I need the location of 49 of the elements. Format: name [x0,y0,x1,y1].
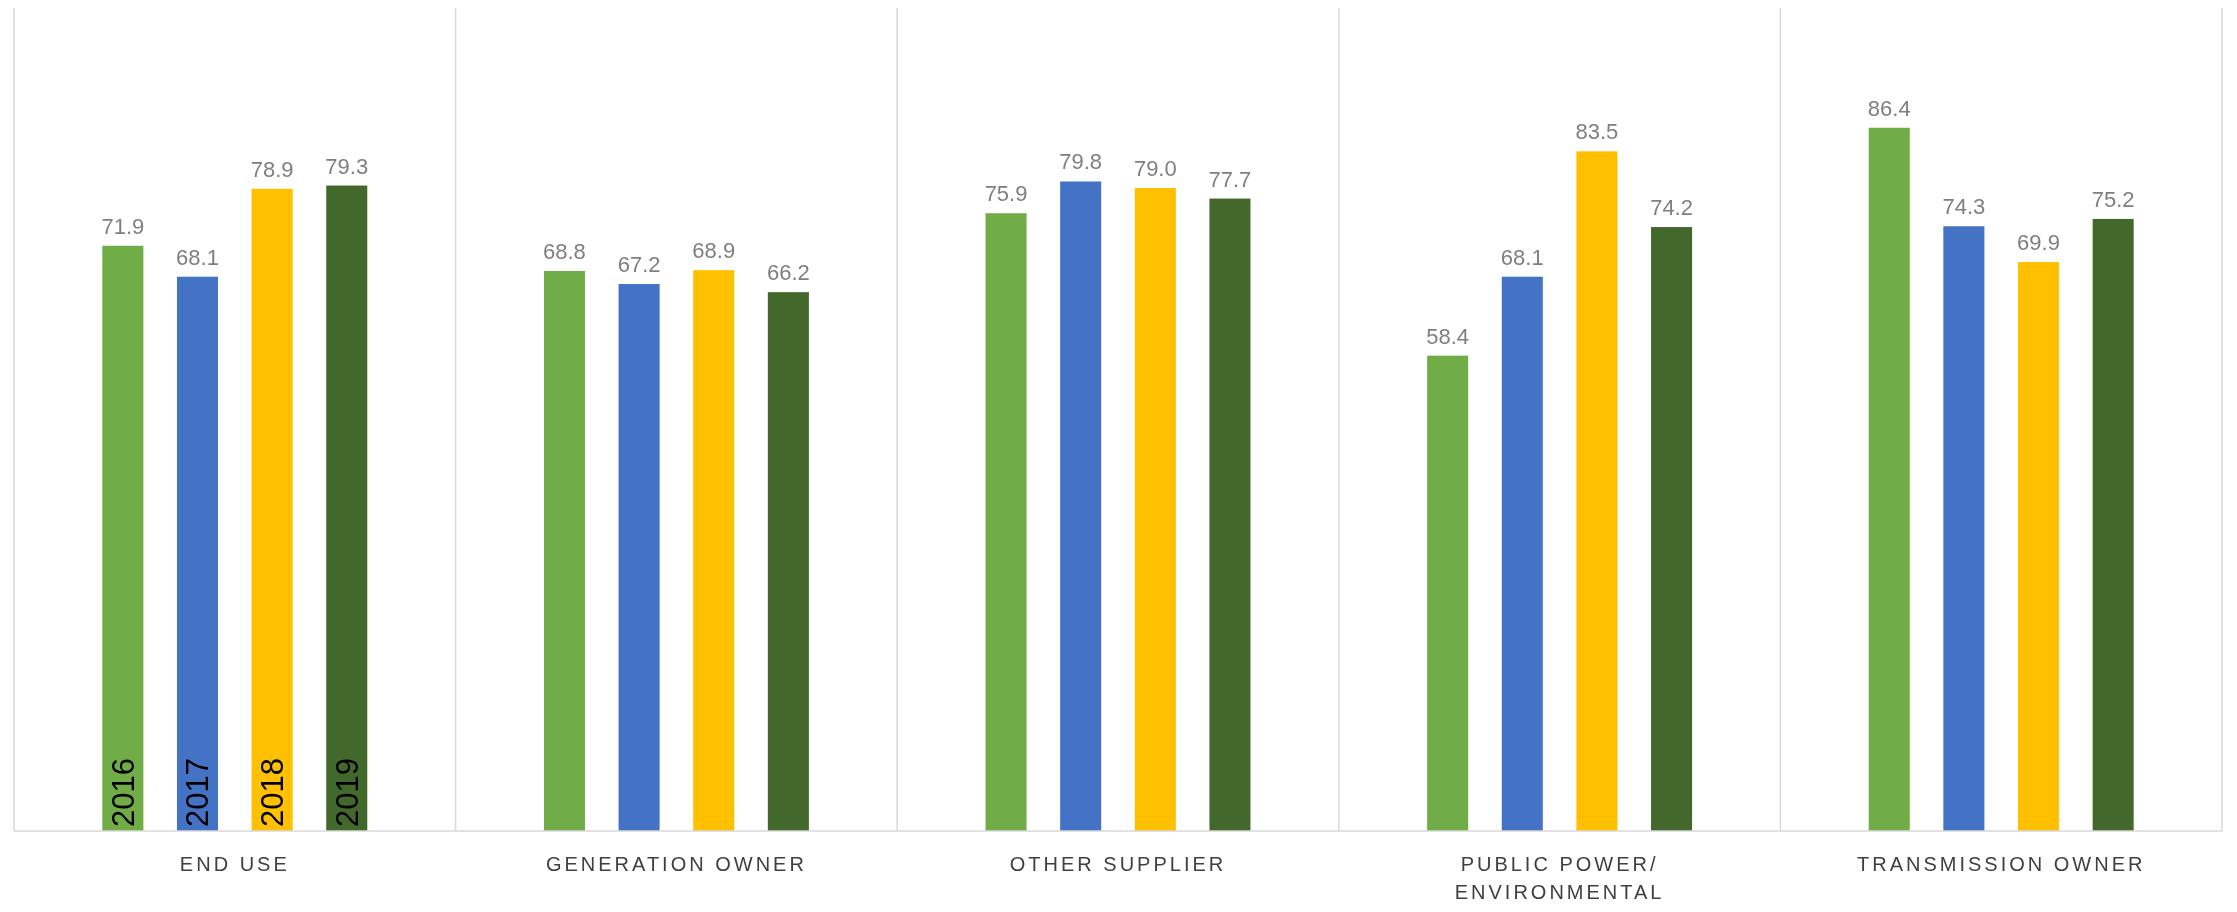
data-label: 75.9 [984,181,1028,207]
data-label: 74.3 [1942,194,1986,220]
x-tick-label: TRANSMISSION OWNER [1856,853,2146,875]
data-label: 78.9 [250,156,294,182]
data-label: 77.7 [1208,166,1252,192]
x-tick-label: GENERATION OWNER [545,853,807,875]
bar [1427,355,1469,831]
data-label: 67.2 [617,252,661,278]
bar [1501,276,1543,831]
series-label: 2017 [180,758,216,827]
x-tick-label: PUBLIC POWER/ ENVIRONMENTAL [1454,853,1665,903]
data-label: 68.8 [543,239,586,265]
bar [618,284,660,831]
bar [2092,218,2134,831]
bar [767,292,809,831]
bar [1209,198,1251,831]
series-label: 2019 [329,758,365,827]
bar [985,213,1027,831]
bar [1868,127,1910,831]
data-label: 75.2 [2091,186,2135,212]
data-label: 68.9 [692,238,736,264]
data-label: 74.2 [1650,195,1693,221]
bar [543,271,585,831]
bar [1651,227,1693,831]
x-tick-label: END USE [179,853,290,875]
bar [2017,262,2060,831]
data-label: 69.9 [2017,230,2060,256]
bar [1060,181,1102,831]
data-label: 71.9 [101,213,145,239]
data-label: 68.1 [1500,244,1544,270]
bar [1134,187,1176,831]
data-label: 58.4 [1426,323,1470,349]
bar [251,188,293,831]
data-label: 79.3 [325,153,369,179]
bar [102,245,144,831]
data-label: 79.8 [1059,149,1103,175]
data-label: 68.1 [176,244,219,270]
bar [1576,151,1618,831]
bar [176,276,219,831]
x-tick-label: OTHER SUPPLIER [1009,853,1227,875]
series-label: 2018 [255,758,291,827]
data-label: 66.2 [766,260,810,286]
bar [326,185,368,831]
data-label: 79.0 [1133,155,1177,181]
bar [1943,226,1985,831]
series-label: 2016 [105,758,141,827]
data-label: 83.5 [1575,119,1619,145]
bar [693,270,735,831]
data-label: 86.4 [1867,95,1911,121]
